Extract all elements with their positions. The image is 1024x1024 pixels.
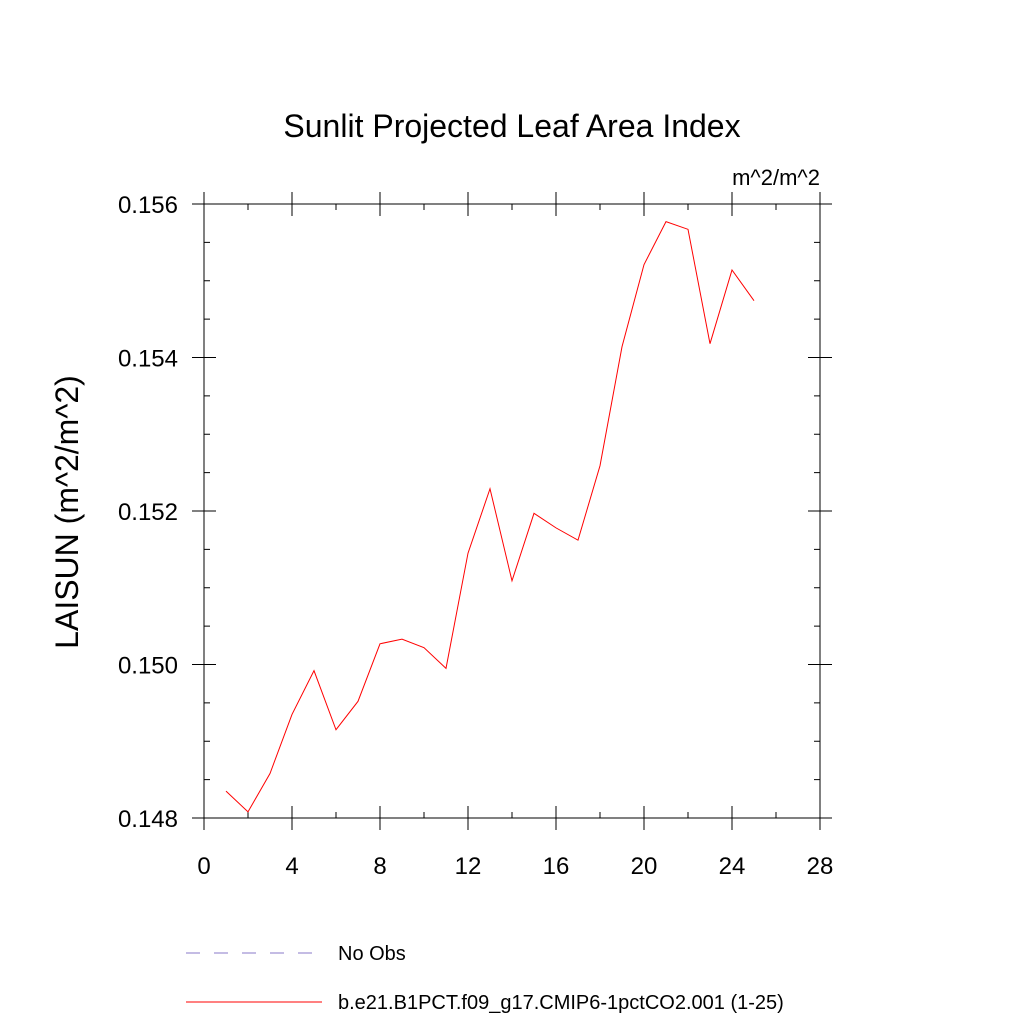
- axis-ticks: [192, 192, 832, 830]
- y-tick-label: 0.156: [118, 192, 178, 219]
- y-tick-label: 0.150: [118, 653, 178, 680]
- x-tick-label: 4: [285, 853, 298, 880]
- x-tick-label: 0: [197, 853, 210, 880]
- tick-labels: 0 4 8 12 16 20 24 28 0.148 0.150 0.152 0.154 0.156: [118, 192, 833, 880]
- x-tick-label: 20: [631, 853, 658, 880]
- x-tick-label: 16: [543, 853, 570, 880]
- y-tick-label: 0.148: [118, 806, 178, 833]
- legend-label-model: b.e21.B1PCT.f09_g17.CMIP6-1pctCO2.001 (1…: [338, 992, 784, 1014]
- y-tick-label: 0.154: [118, 346, 178, 373]
- series-line: [225, 221, 755, 813]
- series-layer: [225, 221, 755, 813]
- plot-frame: [203, 203, 821, 819]
- legend: No Obs b.e21.B1PCT.f09_g17.CMIP6-1pctCO2…: [186, 943, 784, 1014]
- x-tick-label: 28: [807, 853, 834, 880]
- y-axis-label: LAISUN (m^2/m^2): [49, 375, 85, 649]
- x-tick-label: 24: [719, 853, 746, 880]
- legend-label-no-obs: No Obs: [338, 943, 406, 965]
- units-label: m^2/m^2: [732, 165, 820, 190]
- y-tick-label: 0.152: [118, 499, 178, 526]
- x-tick-label: 8: [373, 853, 386, 880]
- x-tick-label: 12: [455, 853, 482, 880]
- chart-title: Sunlit Projected Leaf Area Index: [283, 108, 740, 144]
